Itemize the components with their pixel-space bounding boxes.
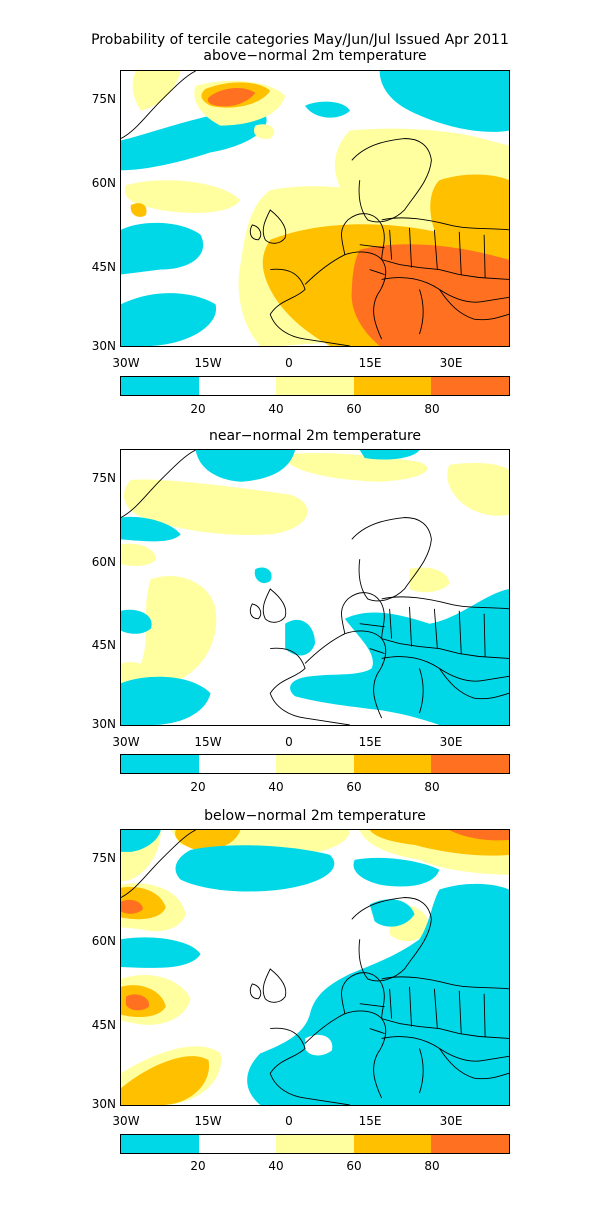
lat-tick-60n: 60N bbox=[91, 555, 116, 569]
colorbar-segment bbox=[276, 377, 354, 395]
colorbar-segment bbox=[276, 1135, 354, 1153]
lon-tick-15e: 15E bbox=[358, 1114, 382, 1128]
map-above-normal bbox=[120, 70, 510, 347]
lon-tick-30w: 30W bbox=[112, 735, 140, 749]
lon-tick-0: 0 bbox=[285, 356, 293, 370]
colorbar-near bbox=[120, 754, 510, 774]
lat-tick-75n: 75N bbox=[91, 92, 116, 106]
panel-below-subtitle: below−normal 2m temperature bbox=[204, 808, 426, 824]
lat-tick-45n: 45N bbox=[91, 260, 116, 274]
lat-tick-75n: 75N bbox=[91, 851, 116, 865]
lon-tick-15w: 15W bbox=[194, 356, 222, 370]
panel-near-subtitle: near−normal 2m temperature bbox=[208, 428, 422, 444]
colorbar-segment bbox=[353, 755, 432, 773]
colorbar-above bbox=[120, 376, 510, 396]
colorbar-segment bbox=[198, 377, 277, 395]
colorbar-below bbox=[120, 1134, 510, 1154]
colorbar-label-20: 20 bbox=[190, 402, 206, 416]
map-near-normal bbox=[120, 449, 510, 726]
lon-tick-30w: 30W bbox=[112, 1114, 140, 1128]
colorbar-segment bbox=[121, 1135, 199, 1153]
lon-tick-15w: 15W bbox=[194, 735, 222, 749]
lat-tick-75n: 75N bbox=[91, 471, 116, 485]
colorbar-segment bbox=[353, 1135, 432, 1153]
colorbar-segment bbox=[431, 377, 509, 395]
colorbar-segment bbox=[353, 377, 432, 395]
lat-tick-60n: 60N bbox=[91, 934, 116, 948]
colorbar-label-40: 40 bbox=[268, 1159, 284, 1173]
lon-tick-0: 0 bbox=[285, 735, 293, 749]
lat-tick-45n: 45N bbox=[91, 638, 116, 652]
lat-tick-30n: 30N bbox=[91, 1097, 116, 1111]
colorbar-segment bbox=[198, 755, 277, 773]
lon-tick-0: 0 bbox=[285, 1114, 293, 1128]
colorbar-label-20: 20 bbox=[190, 780, 206, 794]
figure-title: Probability of tercile categories May/Ju… bbox=[91, 32, 509, 48]
colorbar-segment bbox=[431, 755, 509, 773]
colorbar-label-40: 40 bbox=[268, 780, 284, 794]
lon-tick-30w: 30W bbox=[112, 356, 140, 370]
lat-tick-45n: 45N bbox=[91, 1018, 116, 1032]
colorbar-label-60: 60 bbox=[346, 1159, 362, 1173]
colorbar-label-40: 40 bbox=[268, 402, 284, 416]
colorbar-label-60: 60 bbox=[346, 780, 362, 794]
lat-tick-30n: 30N bbox=[91, 339, 116, 353]
lat-tick-60n: 60N bbox=[91, 176, 116, 190]
lon-tick-15e: 15E bbox=[358, 356, 382, 370]
colorbar-segment bbox=[198, 1135, 277, 1153]
colorbar-label-20: 20 bbox=[190, 1159, 206, 1173]
lon-tick-30e: 30E bbox=[439, 735, 463, 749]
map-below-normal bbox=[120, 829, 510, 1106]
colorbar-segment bbox=[121, 755, 199, 773]
colorbar-segment bbox=[276, 755, 354, 773]
colorbar-label-80: 80 bbox=[424, 780, 440, 794]
colorbar-label-60: 60 bbox=[346, 402, 362, 416]
colorbar-segment bbox=[431, 1135, 509, 1153]
colorbar-label-80: 80 bbox=[424, 1159, 440, 1173]
lon-tick-15w: 15W bbox=[194, 1114, 222, 1128]
colorbar-label-80: 80 bbox=[424, 402, 440, 416]
lon-tick-30e: 30E bbox=[439, 356, 463, 370]
lat-tick-30n: 30N bbox=[91, 717, 116, 731]
lon-tick-30e: 30E bbox=[439, 1114, 463, 1128]
panel-above-subtitle: above−normal 2m temperature bbox=[203, 48, 427, 64]
colorbar-segment bbox=[121, 377, 199, 395]
lon-tick-15e: 15E bbox=[358, 735, 382, 749]
